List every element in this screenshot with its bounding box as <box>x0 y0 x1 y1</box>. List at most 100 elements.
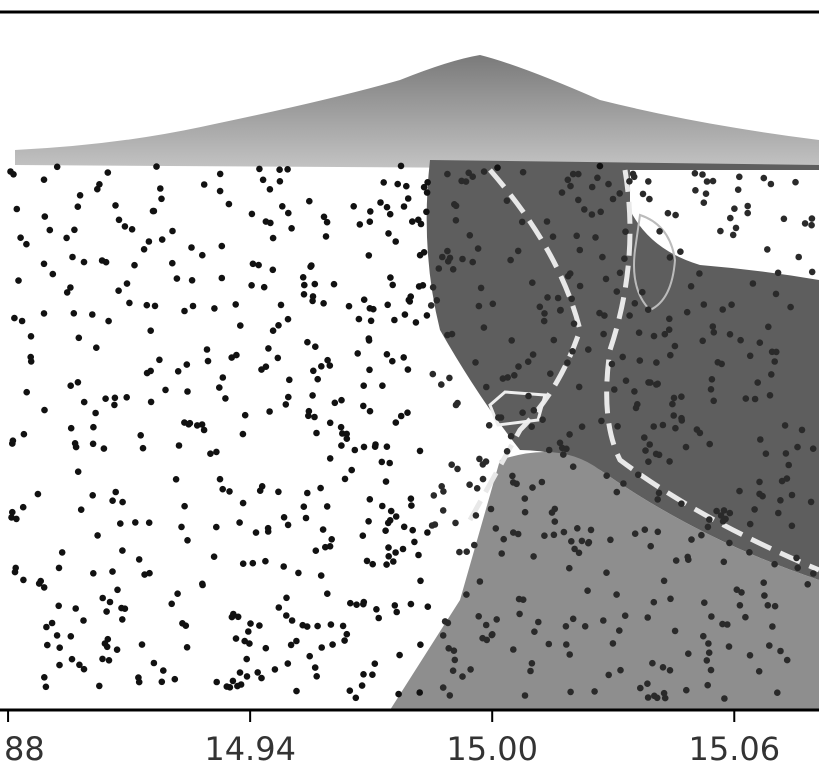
epicenter-dot <box>518 218 526 226</box>
epicenter-dot <box>158 236 166 243</box>
epicenter-dot <box>213 678 220 686</box>
epicenter-dot <box>766 642 773 649</box>
epicenter-dot <box>151 302 159 310</box>
epicenter-dot <box>343 430 351 438</box>
epicenter-dot <box>659 421 667 429</box>
epicenter-dot <box>396 651 403 659</box>
epicenter-dot <box>545 446 553 454</box>
epicenter-dot <box>720 507 728 514</box>
epicenter-dot <box>626 312 633 319</box>
epicenter-dot <box>764 602 772 609</box>
epicenter-dot <box>685 650 692 657</box>
epicenter-dot <box>619 353 626 361</box>
epicenter-dot <box>429 284 437 291</box>
epicenter-dot <box>769 623 776 630</box>
epicenter-dot <box>407 600 415 608</box>
epicenter-dot <box>493 616 501 623</box>
x-tick-label: 88 <box>4 730 45 768</box>
epicenter-dot <box>317 572 325 579</box>
epicenter-dot <box>284 166 291 173</box>
epicenter-dot <box>174 590 181 597</box>
epicenter-dot <box>666 458 673 465</box>
epicenter-dot <box>423 312 431 319</box>
epicenter-dot <box>424 529 431 536</box>
epicenter-dot <box>53 632 61 639</box>
epicenter-dot <box>653 381 660 388</box>
epicenter-dot <box>113 646 121 653</box>
epicenter-dot <box>562 623 570 630</box>
epicenter-dot <box>126 299 133 307</box>
epicenter-dot <box>341 475 349 483</box>
epicenter-dot <box>299 621 307 629</box>
epicenter-dot <box>330 280 338 288</box>
epicenter-dot <box>386 210 394 218</box>
epicenter-dot <box>345 302 353 310</box>
epicenter-dot <box>603 569 610 576</box>
epicenter-dot <box>736 602 744 609</box>
epicenter-dot <box>683 686 690 694</box>
epicenter-dot <box>777 497 784 504</box>
epicenter-dot <box>385 230 392 237</box>
epicenter-dot <box>320 300 327 307</box>
epicenter-dot <box>482 621 490 629</box>
epicenter-dot <box>524 358 532 366</box>
epicenter-dot <box>485 422 493 429</box>
epicenter-dot <box>248 282 255 289</box>
epicenter-dot <box>145 519 153 526</box>
epicenter-dot <box>103 643 111 651</box>
epicenter-dot <box>444 331 451 339</box>
epicenter-dot <box>13 205 21 213</box>
epicenter-dot <box>43 623 50 631</box>
epicenter-dot <box>445 645 453 652</box>
epicenter-dot <box>389 357 396 365</box>
epicenter-dot <box>587 526 595 534</box>
epicenters <box>7 162 817 702</box>
epicenter-dot <box>556 439 564 447</box>
epicenter-dot <box>319 526 327 533</box>
epicenter-dot <box>438 381 445 388</box>
epicenter-dot <box>719 518 727 525</box>
epicenter-dot <box>727 214 734 222</box>
epicenter-dot <box>509 472 516 480</box>
epicenter-dot <box>810 570 817 577</box>
epicenter-dot <box>328 536 336 543</box>
epicenter-dot <box>313 673 321 680</box>
epicenter-dot <box>530 407 538 414</box>
epicenter-dot <box>771 358 778 365</box>
epicenter-dot <box>67 284 74 291</box>
epicenter-dot <box>269 234 277 242</box>
epicenter-dot <box>117 520 124 527</box>
epicenter-dot <box>704 523 712 531</box>
epicenter-dot <box>317 484 324 492</box>
epicenter-dot <box>538 478 546 486</box>
epicenter-dot <box>211 305 218 312</box>
epicenter-dot <box>226 488 233 495</box>
epicenter-dot <box>710 397 717 405</box>
epicenter-dot <box>241 637 248 645</box>
epicenter-dot <box>11 314 18 322</box>
epicenter-dot <box>545 640 553 648</box>
epicenter-dot <box>721 695 728 702</box>
epicenter-dot <box>547 370 554 378</box>
epicenter-dot <box>569 170 577 178</box>
epicenter-dot <box>664 209 672 217</box>
epicenter-dot <box>600 617 607 624</box>
epicenter-dot <box>439 632 447 639</box>
epicenter-dot <box>477 284 485 292</box>
epicenter-dot <box>585 538 593 546</box>
epicenter-dot <box>563 445 570 453</box>
epicenter-dot <box>700 632 707 640</box>
epicenter-dot <box>323 218 331 226</box>
epicenter-dot <box>256 622 263 629</box>
epicenter-dot <box>566 651 573 658</box>
epicenter-dot <box>521 508 529 516</box>
epicenter-dot <box>132 519 139 526</box>
epicenter-dot <box>519 409 526 417</box>
epicenter-dot <box>591 688 598 695</box>
epicenter-dot <box>677 248 684 255</box>
epicenter-dot <box>232 635 240 642</box>
epicenter-dot <box>407 495 415 503</box>
epicenter-dot <box>498 550 506 557</box>
epicenter-dot <box>293 637 300 645</box>
epicenter-dot <box>360 600 367 608</box>
